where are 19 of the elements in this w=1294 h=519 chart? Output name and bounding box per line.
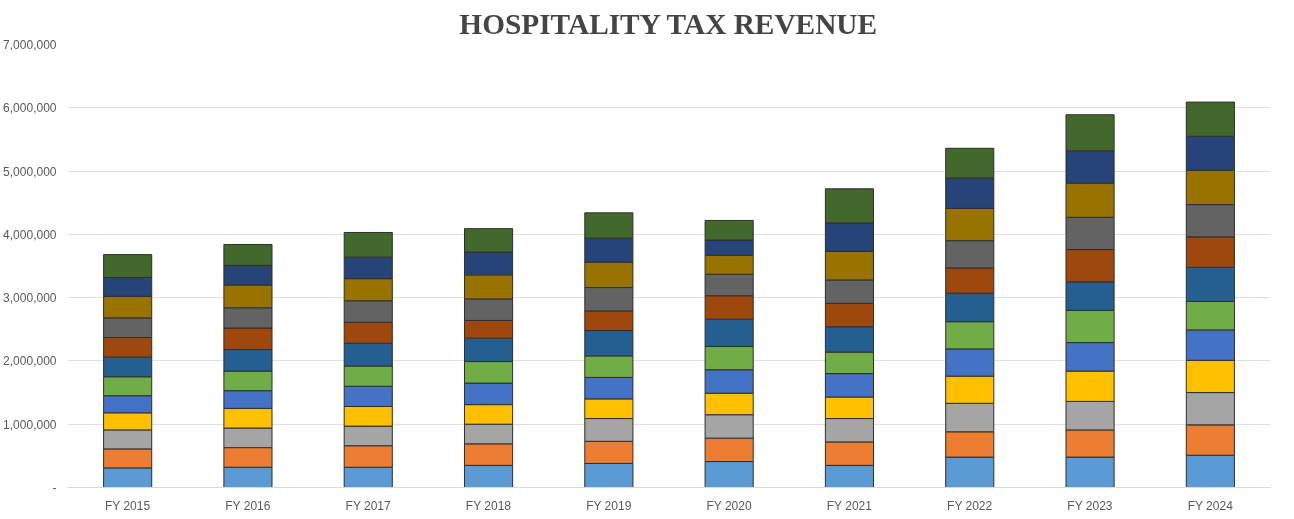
y-tick-label: 1,000,000 — [3, 417, 57, 432]
x-tick-label: FY 2015 — [104, 498, 151, 513]
y-tick-label: 5,000,000 — [3, 164, 57, 179]
x-tick-label: FY 2019 — [586, 498, 632, 513]
y-tick-label: 2,000,000 — [3, 354, 57, 369]
x-tick-label: FY 2016 — [225, 498, 271, 513]
y-tick-label: 7,000,000 — [3, 38, 57, 52]
y-tick-label: 6,000,000 — [3, 101, 57, 116]
y-tick-label: - — [52, 481, 57, 495]
x-tick-label: FY 2023 — [1067, 498, 1113, 513]
x-tick-label: FY 2017 — [345, 498, 392, 513]
x-tick-label: FY 2020 — [706, 498, 752, 513]
y-tick-label: 3,000,000 — [3, 291, 57, 306]
y-tick-label: 4,000,000 — [3, 227, 57, 242]
x-tick-label: FY 2021 — [826, 498, 873, 513]
x-tick-label: FY 2024 — [1187, 498, 1234, 513]
chart-title: HOSPITALITY TAX REVENUE — [459, 7, 878, 40]
x-tick-label: FY 2022 — [947, 498, 993, 513]
x-tick-label: FY 2018 — [465, 498, 512, 513]
